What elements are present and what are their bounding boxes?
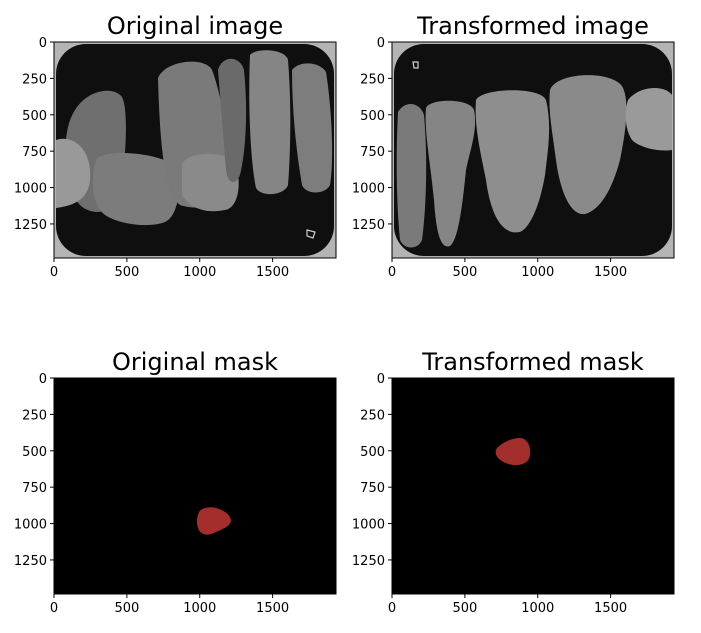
mask-image: [54, 378, 336, 594]
x-tick-label: 500: [114, 601, 139, 616]
y-tick-label: 500: [360, 109, 385, 124]
axes-frame: [391, 41, 675, 259]
panel-transformed-image: Transformed image 0 500 1000 1500 0 250 500 75…: [352, 12, 675, 280]
x-tick-label: 1000: [521, 265, 554, 280]
y-tick-label: 1000: [14, 518, 47, 533]
y-tick-label: 750: [22, 481, 47, 496]
mask-region: [196, 507, 231, 535]
axes-frame: [53, 377, 337, 595]
x-tick-label: 1500: [256, 265, 289, 280]
panel-title: Original mask: [112, 348, 278, 376]
x-axis: 0 500 1000 1500: [388, 258, 627, 280]
x-tick-label: 500: [452, 601, 477, 616]
y-tick-label: 0: [377, 36, 385, 51]
panel-title: Transformed image: [416, 12, 649, 40]
mask-background: [392, 378, 674, 594]
x-tick-label: 1000: [183, 265, 216, 280]
y-axis: 0 250 500 750 1000 1250: [14, 372, 54, 569]
y-tick-label: 250: [360, 408, 385, 423]
mask-image: [392, 378, 674, 594]
y-axis: 0 250 500 750 1000 1250: [352, 372, 392, 569]
axes-frame: [391, 377, 675, 595]
y-tick-label: 750: [22, 145, 47, 160]
x-tick-label: 0: [50, 265, 58, 280]
y-tick-label: 0: [377, 372, 385, 387]
y-tick-label: 500: [360, 445, 385, 460]
mask-background: [54, 378, 336, 594]
y-tick-label: 1250: [14, 554, 47, 569]
y-tick-label: 750: [360, 481, 385, 496]
y-tick-label: 250: [22, 72, 47, 87]
axes-frame: [53, 41, 337, 259]
y-tick-label: 0: [39, 372, 47, 387]
y-axis: 0 250 500 750 1000 1250: [14, 36, 54, 233]
y-tick-label: 1000: [352, 182, 385, 197]
x-tick-label: 1000: [183, 601, 216, 616]
x-axis: 0 500 1000 1500: [388, 594, 627, 616]
y-axis: 0 250 500 750 1000 1250: [352, 36, 392, 233]
x-tick-label: 0: [50, 601, 58, 616]
panel-original-mask: Original mask 0 500 1000 1500 0 250 500 750 100…: [14, 348, 337, 616]
y-tick-label: 750: [360, 145, 385, 160]
xray-image: [392, 42, 674, 258]
x-tick-label: 500: [452, 265, 477, 280]
mask-region: [495, 438, 531, 466]
y-tick-label: 1250: [352, 218, 385, 233]
panel-transformed-mask: Transformed mask 0 500 1000 1500 0 250 500 750…: [352, 348, 675, 616]
x-tick-label: 0: [388, 601, 396, 616]
y-tick-label: 1250: [14, 218, 47, 233]
y-tick-label: 250: [22, 408, 47, 423]
y-tick-label: 1000: [352, 518, 385, 533]
x-tick-label: 1500: [594, 265, 627, 280]
xray-image: [54, 42, 336, 258]
x-axis: 0 500 1000 1500: [50, 594, 289, 616]
x-tick-label: 0: [388, 265, 396, 280]
panel-title: Transformed mask: [421, 348, 644, 376]
x-tick-label: 1000: [521, 601, 554, 616]
y-tick-label: 1000: [14, 182, 47, 197]
x-tick-label: 1500: [256, 601, 289, 616]
panel-original-image: Original image 0 500 1000 1500 0 250 500 750 10…: [14, 12, 337, 280]
x-tick-label: 1500: [594, 601, 627, 616]
x-tick-label: 500: [114, 265, 139, 280]
y-tick-label: 500: [22, 109, 47, 124]
y-tick-label: 1250: [352, 554, 385, 569]
y-tick-label: 0: [39, 36, 47, 51]
y-tick-label: 500: [22, 445, 47, 460]
panel-title: Original image: [107, 12, 283, 40]
x-axis: 0 500 1000 1500: [50, 258, 289, 280]
y-tick-label: 250: [360, 72, 385, 87]
